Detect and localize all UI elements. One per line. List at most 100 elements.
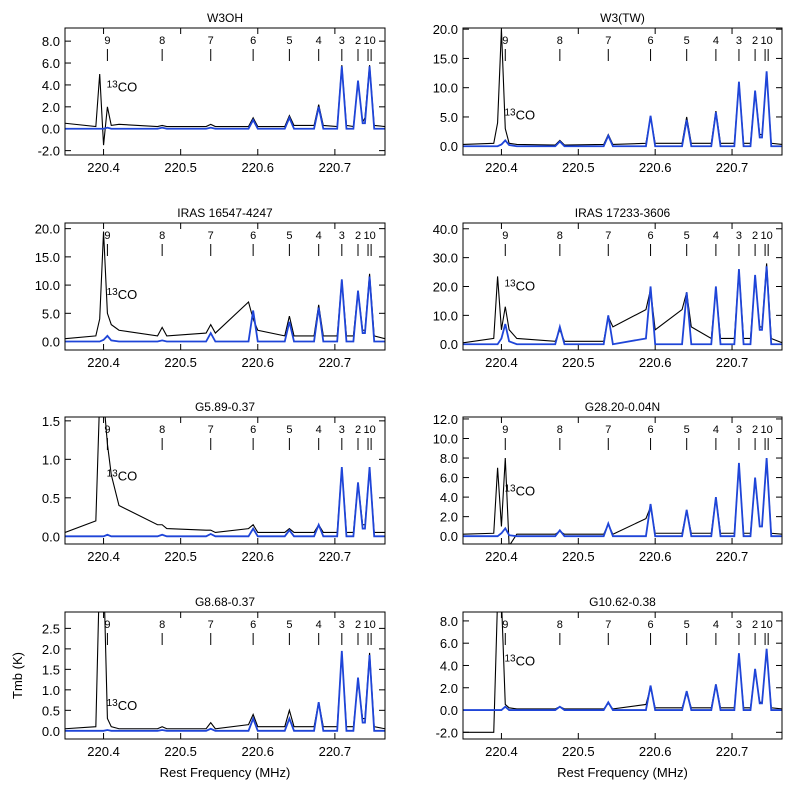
spectrum-line — [65, 276, 385, 343]
y-tick-label: 2.5 — [42, 621, 60, 636]
transition-label: 7 — [605, 35, 611, 47]
y-tick-label: 0.5 — [42, 491, 60, 506]
plot-frame — [64, 222, 386, 351]
x-tick-label: 220.4 — [485, 744, 518, 759]
x-tick-label: 220.4 — [485, 355, 518, 370]
x-tick-label: 220.7 — [319, 160, 352, 175]
transition-label: 4 — [316, 424, 322, 436]
x-tick-label: 220.5 — [164, 549, 197, 564]
transition-label: 7 — [208, 230, 214, 242]
y-tick-label: 0.0 — [42, 724, 60, 739]
x-tick-label: 220.7 — [319, 744, 352, 759]
y-tick-label: 30.0 — [433, 251, 458, 266]
transition-label: 4 — [316, 35, 322, 47]
annotation-text: CO — [118, 469, 138, 484]
transition-label: 2 — [752, 619, 758, 631]
x-axis-label: Rest Frequency (MHz) — [160, 765, 291, 780]
x-tick-label: 220.6 — [639, 355, 672, 370]
transition-label: 9 — [502, 424, 508, 436]
y-tick-label: 10.0 — [433, 308, 458, 323]
transition-label: 5 — [684, 619, 690, 631]
annotation-sup: 13 — [504, 653, 516, 664]
y-tick-label: 20.0 — [35, 222, 60, 237]
transition-label: 5 — [286, 424, 292, 436]
plot-frame — [462, 416, 783, 545]
spectrum-line — [463, 29, 782, 146]
y-tick-label: 5.0 — [42, 306, 60, 321]
y-tick-label: 0.0 — [440, 139, 458, 154]
spectrum-line — [463, 263, 782, 344]
spectrum-line — [65, 417, 385, 534]
y-tick-label: 10.0 — [433, 431, 458, 446]
y-tick-label: 6.0 — [440, 636, 458, 651]
transition-label: 6 — [647, 35, 653, 47]
panel-title: W3(TW) — [600, 11, 645, 25]
annotation-sup: 13 — [107, 469, 119, 480]
y-tick-label: 4.0 — [440, 658, 458, 673]
y-tick-label: 2.0 — [42, 642, 60, 657]
transition-label: 4 — [316, 619, 322, 631]
spectrum-line — [65, 466, 385, 538]
y-axis-label: Tmb (K) — [10, 652, 25, 699]
annotation-text: CO — [118, 287, 138, 302]
transition-label: 9 — [104, 424, 110, 436]
transition-label: 5 — [286, 619, 292, 631]
transition-label: 2 — [355, 619, 361, 631]
y-tick-label: 12.0 — [433, 412, 458, 427]
transition-label: 9 — [502, 35, 508, 47]
annotation-text: CO — [516, 484, 536, 499]
transition-label: 10 — [363, 619, 375, 631]
y-tick-label: 1.5 — [42, 414, 60, 429]
transition-label: 8 — [557, 35, 563, 47]
transition-label: 5 — [684, 424, 690, 436]
x-tick-label: 220.6 — [639, 549, 672, 564]
transition-label: 5 — [684, 230, 690, 242]
annotation-sup: 13 — [107, 287, 119, 298]
y-tick-label: -2.0 — [38, 144, 60, 159]
y-tick-label: 0.0 — [440, 703, 458, 718]
y-tick-label: 10.0 — [35, 278, 60, 293]
annotation: 13CO — [107, 80, 138, 95]
x-axis-label: Rest Frequency (MHz) — [557, 765, 688, 780]
transition-label: 8 — [159, 424, 165, 436]
annotation: 13CO — [107, 287, 138, 302]
y-tick-label: 2.0 — [440, 510, 458, 525]
x-tick-label: 220.4 — [485, 160, 518, 175]
y-tick-label: 8.0 — [440, 614, 458, 629]
x-tick-label: 220.4 — [87, 355, 120, 370]
panel-title: G8.68-0.37 — [195, 595, 255, 609]
annotation: 13CO — [504, 653, 535, 668]
y-tick-label: 1.0 — [42, 683, 60, 698]
transition-label: 5 — [286, 230, 292, 242]
x-tick-label: 220.7 — [319, 355, 352, 370]
x-tick-label: 220.4 — [87, 549, 120, 564]
transition-label: 10 — [761, 619, 773, 631]
transition-label: 4 — [713, 424, 719, 436]
x-tick-label: 220.5 — [164, 744, 197, 759]
annotation-text: CO — [516, 653, 536, 668]
y-tick-label: 0.0 — [440, 529, 458, 544]
transition-label: 10 — [363, 230, 375, 242]
transition-label: 3 — [736, 230, 742, 242]
x-tick-label: 220.6 — [639, 744, 672, 759]
x-tick-label: 220.5 — [562, 160, 595, 175]
y-tick-label: 1.5 — [42, 662, 60, 677]
annotation-sup: 13 — [504, 278, 516, 289]
annotation-sup: 13 — [504, 107, 516, 118]
spectrum-line — [463, 612, 782, 733]
x-tick-label: 220.6 — [241, 549, 274, 564]
y-tick-label: 2.0 — [440, 681, 458, 696]
transition-label: 4 — [713, 230, 719, 242]
transition-label: 7 — [605, 619, 611, 631]
annotation-sup: 13 — [107, 80, 119, 91]
spectrum-line — [463, 648, 782, 711]
annotation: 13CO — [504, 484, 535, 499]
x-tick-label: 220.7 — [319, 549, 352, 564]
transition-label: 9 — [104, 35, 110, 47]
y-tick-label: 15.0 — [35, 250, 60, 265]
transition-label: 3 — [339, 230, 345, 242]
transition-label: 10 — [761, 230, 773, 242]
annotation: 13CO — [504, 278, 535, 293]
transition-label: 5 — [684, 35, 690, 47]
